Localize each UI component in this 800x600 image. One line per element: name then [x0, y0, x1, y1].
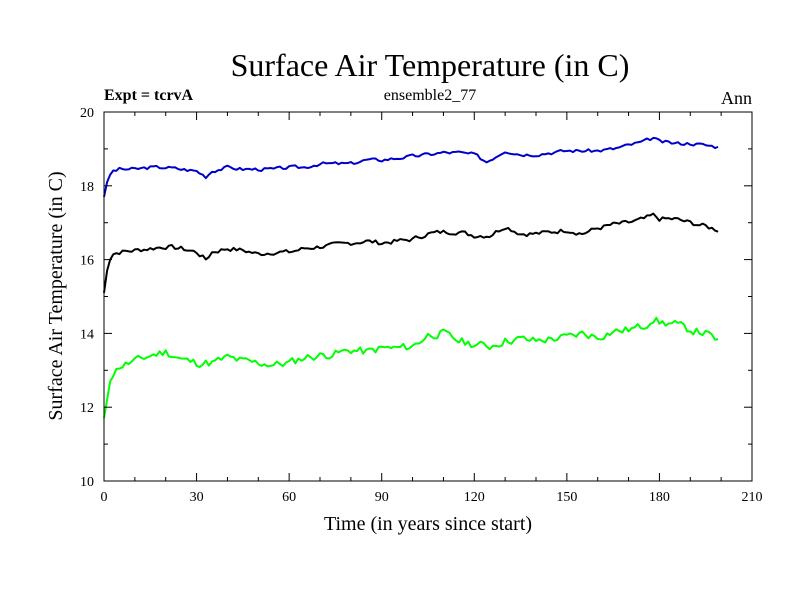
x-tick-label: 150: [556, 490, 577, 505]
x-tick-label: 120: [464, 490, 485, 505]
series-layer: [103, 136, 719, 419]
ensemble-label: ensemble2_77: [384, 87, 476, 104]
x-tick-label: 0: [101, 490, 108, 505]
x-tick-label: 30: [190, 490, 204, 505]
y-tick-label: 10: [80, 475, 94, 490]
series-line-middle: [103, 212, 719, 293]
chart-title: Surface Air Temperature (in C): [231, 47, 630, 83]
period-label: Ann: [721, 88, 752, 108]
series-line-upper: [103, 136, 719, 198]
x-tick-label: 90: [375, 490, 389, 505]
tick-layer: 0 30 60 90 120 150 180 210 10 12 14 16 18 20: [80, 106, 763, 505]
y-axis-label: Surface Air Temperature (in C): [45, 171, 67, 420]
y-tick-label: 16: [80, 254, 94, 269]
x-axis-label: Time (in years since start): [324, 513, 532, 535]
y-tick-label: 20: [80, 106, 94, 121]
y-tick-label: 18: [80, 180, 94, 195]
plot-frame: [103, 111, 753, 482]
y-tick-label: 12: [80, 401, 94, 416]
experiment-label: Expt = tcrvA: [104, 87, 194, 104]
y-tick-label: 14: [80, 327, 94, 342]
x-tick-label: 210: [742, 490, 763, 505]
series-line-lower: [103, 316, 719, 419]
x-tick-label: 60: [282, 490, 296, 505]
x-tick-label: 180: [649, 490, 670, 505]
